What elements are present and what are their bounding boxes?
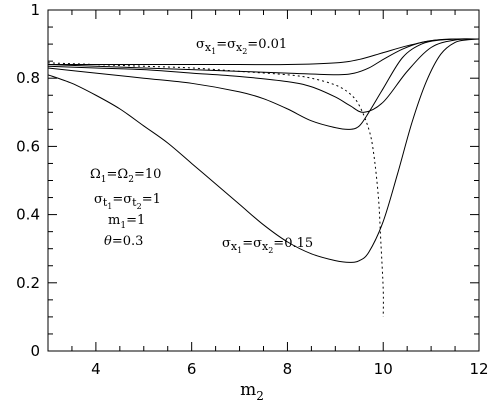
- y-tick-label: 0.4: [16, 206, 40, 224]
- y-tick-label: 0.6: [16, 137, 40, 155]
- series-line-5: [47, 38, 480, 263]
- y-tick-label: 0.8: [16, 69, 40, 87]
- y-tick-label: 0.2: [16, 274, 40, 292]
- curves: [47, 38, 480, 317]
- annotation-mass: m1=1: [108, 213, 145, 231]
- x-tick-label: 6: [187, 360, 197, 378]
- annotation-theta: θ=0.3: [104, 234, 143, 249]
- y-tick-label: 1: [30, 1, 40, 19]
- annotation-sigma-t: σt1=σt2=1: [94, 192, 161, 211]
- series-line-3: [47, 38, 480, 113]
- x-tick-label: 4: [91, 360, 101, 378]
- annotation-sigma-x-small: σx1=σx2=0.01: [196, 37, 287, 56]
- x-tick-label: 8: [283, 360, 293, 378]
- ticks: [47, 9, 480, 352]
- annotation-omega: Ω1=Ω2=10: [90, 167, 161, 185]
- y-tick-label: 0: [30, 342, 40, 360]
- series-line-dotted: [47, 62, 384, 317]
- x-tick-label: 12: [469, 360, 488, 378]
- x-axis-label: m2: [240, 380, 264, 403]
- x-tick-label: 10: [374, 360, 393, 378]
- tick-labels: 4 6 8 10 12 0 0.2 0.4 0.6 0.8 1: [16, 1, 488, 378]
- annotation-sigma-x-large: σx1=σx2=0.15: [222, 236, 313, 255]
- series-line-2: [47, 38, 480, 76]
- series-line-4: [47, 38, 480, 130]
